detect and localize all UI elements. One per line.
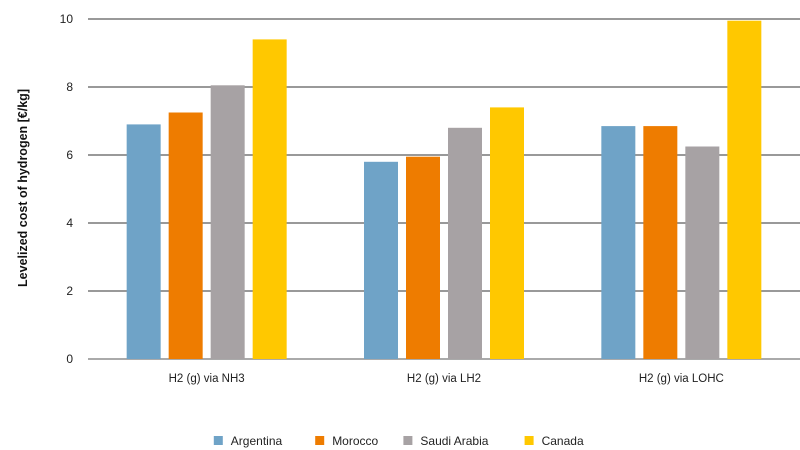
x-category-label: H2 (g) via LOHC: [639, 373, 724, 385]
bar-saudi-arabia-0: [210, 85, 245, 360]
x-category-label: H2 (g) via NH3: [169, 373, 245, 385]
y-tick-label: 6: [66, 148, 73, 162]
legend-label: Saudi Arabia: [420, 434, 488, 448]
bar-morocco-0: [168, 112, 203, 359]
bar-canada-1: [490, 107, 524, 360]
bar-argentina-2: [601, 126, 636, 359]
y-axis-ticks: 0 2 4 6 8 10: [60, 12, 74, 366]
legend-label: Canada: [542, 434, 584, 448]
x-category-label: H2 (g) via LH2: [407, 373, 481, 385]
bars: [126, 20, 762, 360]
bar-saudi-arabia-2: [685, 146, 720, 359]
bar-morocco-2: [643, 126, 678, 359]
bar-morocco-1: [406, 156, 440, 359]
bar-canada-0: [252, 39, 287, 360]
y-tick-label: 4: [66, 216, 73, 230]
x-axis-categories: H2 (g) via NH3 H2 (g) via LH2 H2 (g) via L…: [169, 373, 724, 385]
legend-label: Argentina: [231, 434, 283, 448]
legend-swatch: [315, 436, 325, 445]
bar-saudi-arabia-1: [448, 127, 482, 359]
y-axis-label: Levelized cost of hydrogen [€/kg]: [16, 89, 30, 287]
legend-swatch: [524, 436, 534, 445]
legend-swatch: [403, 436, 413, 445]
y-tick-label: 2: [66, 284, 73, 298]
legend: Argentina Morocco Saudi Arabia Canada: [213, 434, 584, 448]
bar-argentina-1: [364, 161, 398, 359]
bar-argentina-0: [126, 124, 161, 360]
legend-label: Morocco: [332, 434, 378, 448]
bar-canada-2: [727, 20, 762, 359]
legend-swatch: [213, 436, 223, 445]
y-tick-label: 10: [60, 12, 74, 26]
y-tick-label: 8: [66, 80, 73, 94]
gridlines: [88, 18, 800, 360]
y-tick-label: 0: [66, 352, 73, 366]
